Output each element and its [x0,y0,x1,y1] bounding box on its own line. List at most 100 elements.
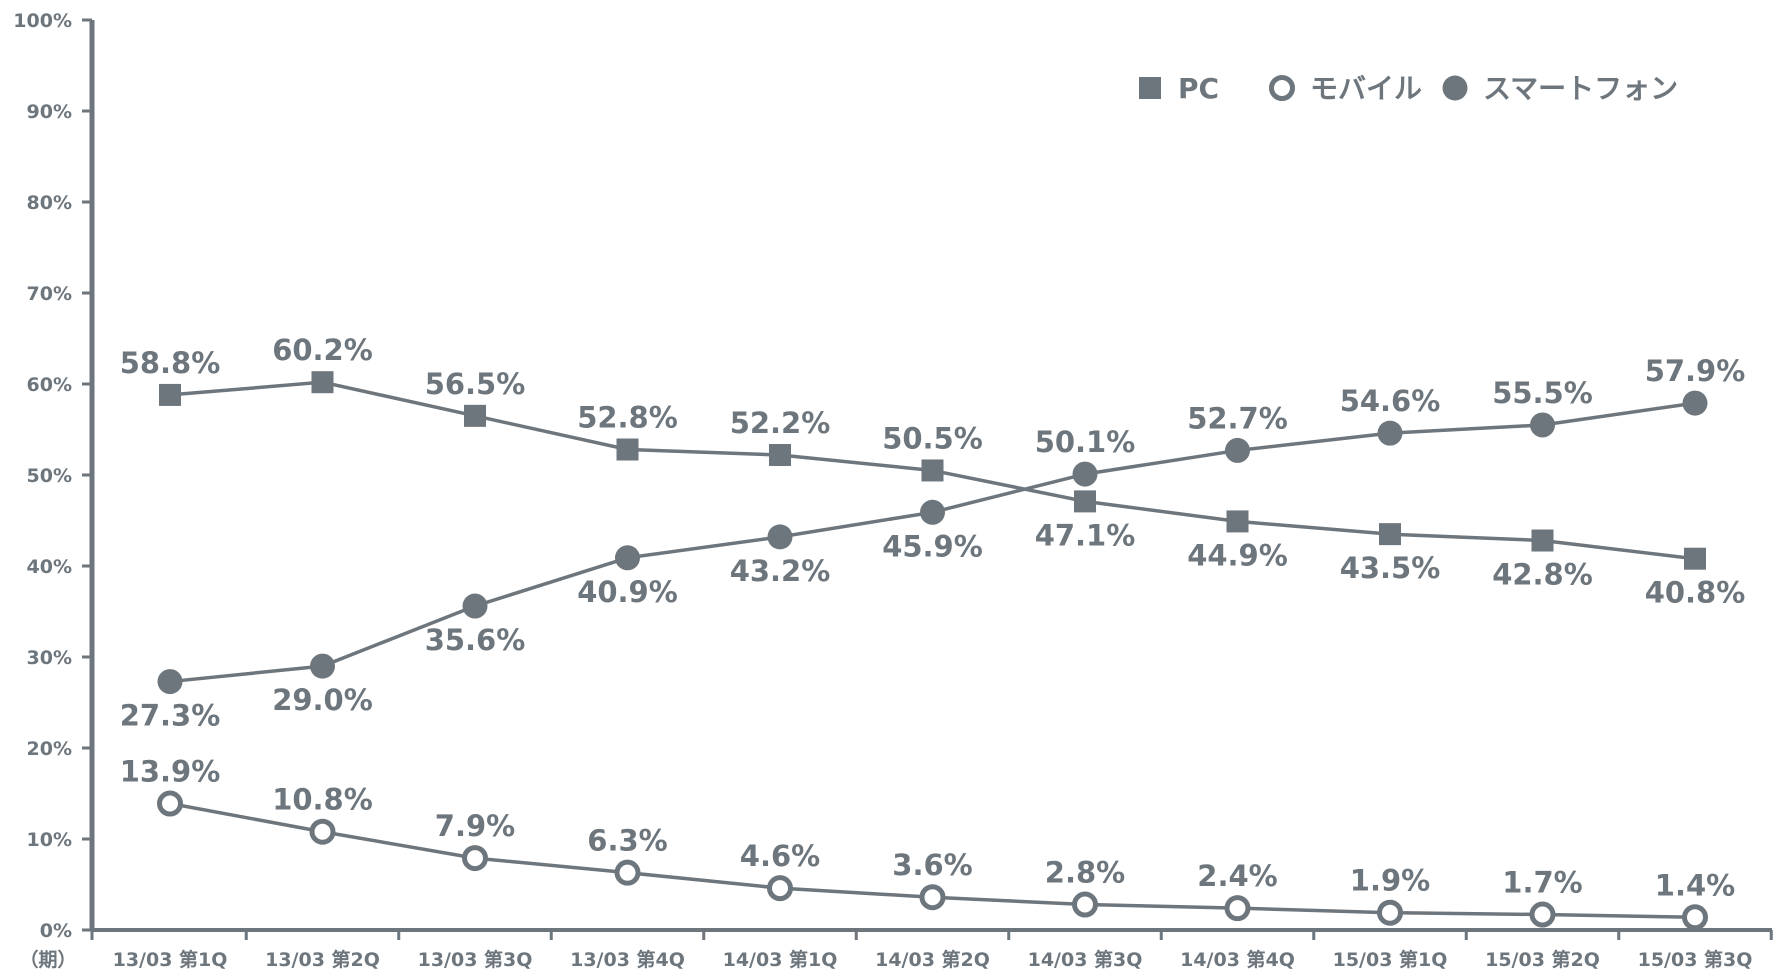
data-point [462,593,488,619]
data-label: 56.5% [425,367,526,401]
data-label: 52.8% [577,401,678,435]
y-tick-label: 0% [40,920,72,942]
data-label: 1.9% [1350,864,1430,898]
x-tick-label: 13/03 第3Q [418,948,533,971]
data-point [157,790,183,817]
data-label: 40.9% [577,575,678,609]
x-tick-label: 14/03 第3Q [1028,948,1143,971]
x-tick-label: 15/03 第3Q [1638,948,1753,971]
x-tick-label: 14/03 第1Q [723,948,838,971]
data-point [1072,461,1098,487]
data-label: 27.3% [120,699,221,733]
data-label: 44.9% [1187,538,1288,572]
x-tick-label: 15/03 第2Q [1485,948,1600,971]
data-label: 1.4% [1655,868,1735,902]
data-point [919,884,946,911]
data-point [309,818,336,845]
data-label: 50.5% [882,421,983,455]
y-tick-label: 80% [27,192,72,214]
data-label: 2.8% [1045,856,1125,890]
data-point [616,438,639,461]
y-tick-label: 20% [27,738,72,760]
legend-label: モバイル [1310,72,1422,105]
data-label: 7.9% [435,809,515,843]
legend-item: スマートフォン [1442,72,1678,105]
data-label: 50.1% [1035,425,1136,459]
y-tick-label: 70% [27,283,72,305]
data-point [615,545,640,571]
data-label: 6.3% [587,824,667,858]
data-label: 1.7% [1502,866,1582,900]
y-tick-label: 40% [27,556,72,578]
data-point [1529,901,1556,928]
x-tick-label: 14/03 第4Q [1180,948,1295,971]
x-tick-label: 13/03 第4Q [570,948,685,971]
data-point [1682,904,1708,931]
data-label: 29.0% [272,683,373,717]
data-point [1531,529,1554,552]
data-label: 47.1% [1035,518,1136,552]
data-point [311,371,334,394]
y-tick-label: 30% [27,647,72,669]
data-label: 35.6% [425,623,526,657]
data-label: 58.8% [120,346,221,380]
data-point [1530,412,1555,438]
y-tick-label: 90% [27,101,72,123]
data-label: 54.6% [1340,384,1441,418]
data-label: 60.2% [272,333,373,367]
data-labels: 58.8% 60.2% 56.5% 52.8% 52.2% 50.5% 47.1% 44.9%… [120,333,1746,902]
data-label: 52.7% [1187,401,1288,435]
data-label: 2.4% [1197,859,1277,893]
data-point [464,404,486,427]
data-point [1224,895,1251,922]
data-point [159,383,181,406]
data-point [1226,510,1249,533]
legend-label: PC [1178,72,1219,105]
data-point [462,845,488,872]
data-label: 42.8% [1492,558,1593,592]
data-point [1377,420,1403,446]
data-point [1074,490,1096,513]
x-axis-unit-label: （期） [19,948,76,971]
legend-item: モバイル [1269,72,1422,105]
y-tick-label: 10% [27,829,72,851]
data-label: 55.5% [1492,376,1593,410]
legend-marker [1269,75,1295,101]
legend: PC モバイル スマートフォン [1139,72,1678,105]
data-point [614,859,641,886]
data-point [1682,390,1708,416]
data-point [1379,523,1401,546]
data-label: 52.2% [730,406,831,440]
data-label: 43.2% [730,554,831,588]
data-point [157,669,183,695]
legend-label: スマートフォン [1483,72,1678,105]
legend-marker [1442,75,1468,101]
data-point [1684,547,1706,570]
x-tick-label: 13/03 第1Q [113,948,228,971]
legend-marker [1139,77,1161,99]
series-markers [157,371,1708,931]
data-point [769,443,791,466]
x-tick-label: 13/03 第2Q [265,948,380,971]
data-point [1377,899,1403,926]
y-tick-label: 60% [27,374,72,396]
data-label: 10.8% [272,783,373,817]
legend-item: PC [1139,72,1219,105]
data-label: 13.9% [120,755,221,789]
y-tick-label: 100% [13,10,72,32]
data-point [921,459,944,482]
data-point [1072,891,1098,918]
data-point [1225,437,1250,463]
x-tick-label: 14/03 第2Q [875,948,990,971]
data-label: 4.6% [740,839,820,873]
data-point [767,875,793,902]
y-tick-label: 50% [27,465,72,487]
chart-axes: 0% 10% 20% 30% 40% 50% 60% 70% 80% 90% 100% 13/03 第… [13,10,1773,971]
x-tick-label: 15/03 第1Q [1333,948,1448,971]
data-point [310,653,335,679]
data-point [920,499,945,525]
data-label: 45.9% [882,529,983,563]
data-label: 3.6% [892,848,972,882]
data-label: 57.9% [1645,354,1746,388]
